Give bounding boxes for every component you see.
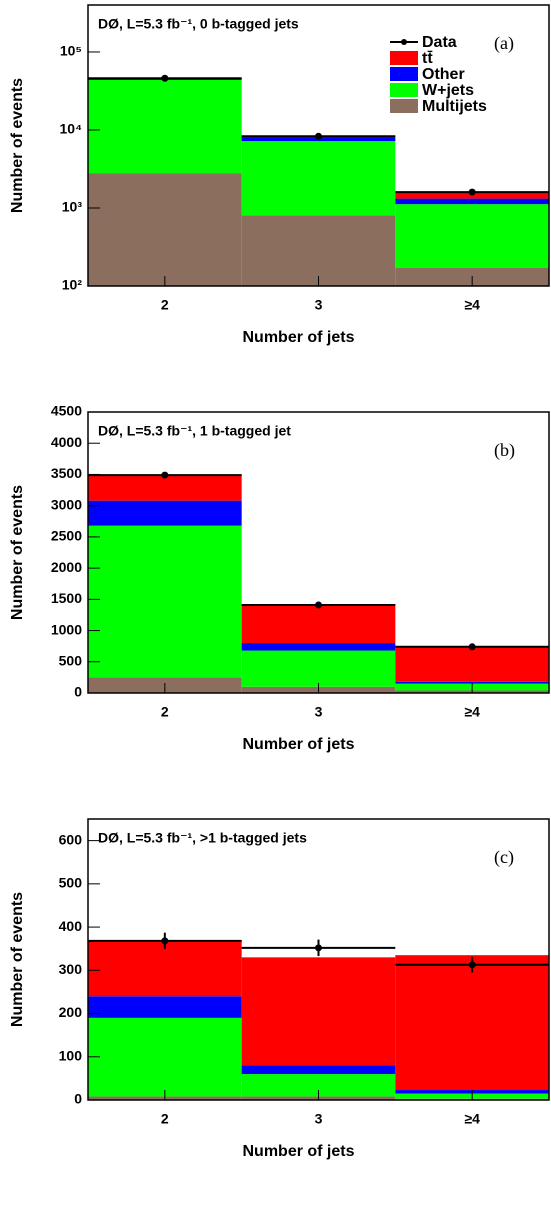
bar-segment	[241, 1074, 396, 1097]
y-tick-label: 500	[59, 652, 83, 668]
y-tick-label: 10⁴	[60, 121, 83, 137]
x-tick-label: ≥4	[464, 297, 480, 313]
data-point	[468, 188, 476, 196]
y-tick-label: 4500	[51, 403, 82, 419]
x-tick-label: 2	[161, 1111, 169, 1127]
bar-segment	[395, 955, 549, 1091]
bar-segment	[241, 141, 396, 216]
bar-segment	[395, 198, 549, 205]
bar-segment	[88, 996, 242, 1018]
data-point	[468, 643, 476, 651]
panel-title: DØ, L=5.3 fb⁻¹, >1 b-tagged jets	[98, 830, 307, 846]
y-tick-label: 3500	[51, 465, 82, 481]
y-tick-label: 100	[59, 1047, 83, 1063]
legend-label: tt̄	[422, 49, 433, 67]
bar-segment	[395, 646, 549, 682]
bar-segment	[241, 215, 396, 286]
bar-segment	[88, 173, 242, 286]
x-tick-label: ≥4	[464, 1111, 480, 1127]
data-point	[315, 944, 322, 952]
plot-frame	[87, 818, 550, 1101]
legend-marker	[401, 39, 407, 45]
y-tick-label: 400	[59, 918, 83, 934]
y-tick-label: 2500	[51, 528, 82, 544]
data-point	[161, 74, 169, 82]
legend-swatch	[390, 51, 418, 65]
x-tick-label: 3	[315, 704, 323, 720]
y-axis-label: Number of events	[9, 892, 26, 1027]
data-point	[161, 937, 169, 945]
legend-label: Data	[422, 34, 457, 51]
y-tick-label: 0	[74, 1091, 82, 1107]
legend-swatch	[390, 99, 418, 113]
y-tick-label: 1500	[51, 590, 82, 606]
bar-segment	[241, 1065, 396, 1075]
legend-swatch	[390, 83, 418, 97]
legend-label: Other	[422, 66, 465, 83]
data-point	[468, 961, 476, 969]
bar-segment	[241, 957, 396, 1066]
data-point	[161, 471, 169, 479]
legend-swatch	[390, 67, 418, 81]
legend-label: W+jets	[422, 82, 474, 99]
x-tick-label: 3	[315, 297, 323, 313]
legend-label: Multijets	[422, 98, 487, 115]
x-tick-label: 3	[315, 1111, 323, 1127]
y-tick-label: 200	[59, 1004, 83, 1020]
panel-label: (c)	[494, 847, 514, 868]
panel-title: DØ, L=5.3 fb⁻¹, 1 b-tagged jet	[98, 423, 291, 439]
bar-segment	[88, 525, 242, 678]
bar-segment	[88, 940, 242, 997]
bar-segment	[88, 500, 242, 526]
bar-segment	[241, 650, 396, 687]
y-axis-label: Number of events	[9, 485, 26, 620]
y-tick-label: 600	[59, 831, 83, 847]
y-tick-label: 4000	[51, 434, 82, 450]
y-tick-label: 10³	[62, 199, 83, 215]
x-tick-label: ≥4	[464, 704, 480, 720]
x-axis-label: Number of jets	[242, 736, 354, 753]
bar-segment	[88, 1017, 242, 1097]
y-tick-label: 1000	[51, 621, 82, 637]
data-point	[315, 132, 322, 140]
y-tick-label: 300	[59, 961, 83, 977]
plot-frame	[87, 411, 550, 694]
y-tick-label: 0	[74, 684, 82, 700]
bar-segment	[88, 79, 242, 174]
y-tick-label: 500	[59, 875, 83, 891]
panel-label: (b)	[494, 440, 515, 461]
y-tick-label: 10⁵	[60, 43, 82, 59]
x-tick-label: 2	[161, 297, 169, 313]
panel-label: (a)	[494, 33, 514, 54]
bar-segment	[241, 604, 396, 644]
y-tick-label: 3000	[51, 496, 82, 512]
bar-segment	[88, 474, 242, 501]
bar-segment	[241, 643, 396, 651]
y-tick-label: 10²	[62, 277, 83, 293]
x-axis-label: Number of jets	[242, 1143, 354, 1160]
panel-title: DØ, L=5.3 fb⁻¹, 0 b-tagged jets	[98, 16, 299, 32]
bar-segment	[395, 681, 549, 684]
plot-frame	[87, 4, 550, 287]
x-tick-label: 2	[161, 704, 169, 720]
bar-segment	[395, 204, 549, 269]
data-point	[315, 601, 322, 609]
x-axis-label: Number of jets	[242, 329, 354, 346]
y-axis-label: Number of events	[9, 78, 26, 213]
y-tick-label: 2000	[51, 559, 82, 575]
